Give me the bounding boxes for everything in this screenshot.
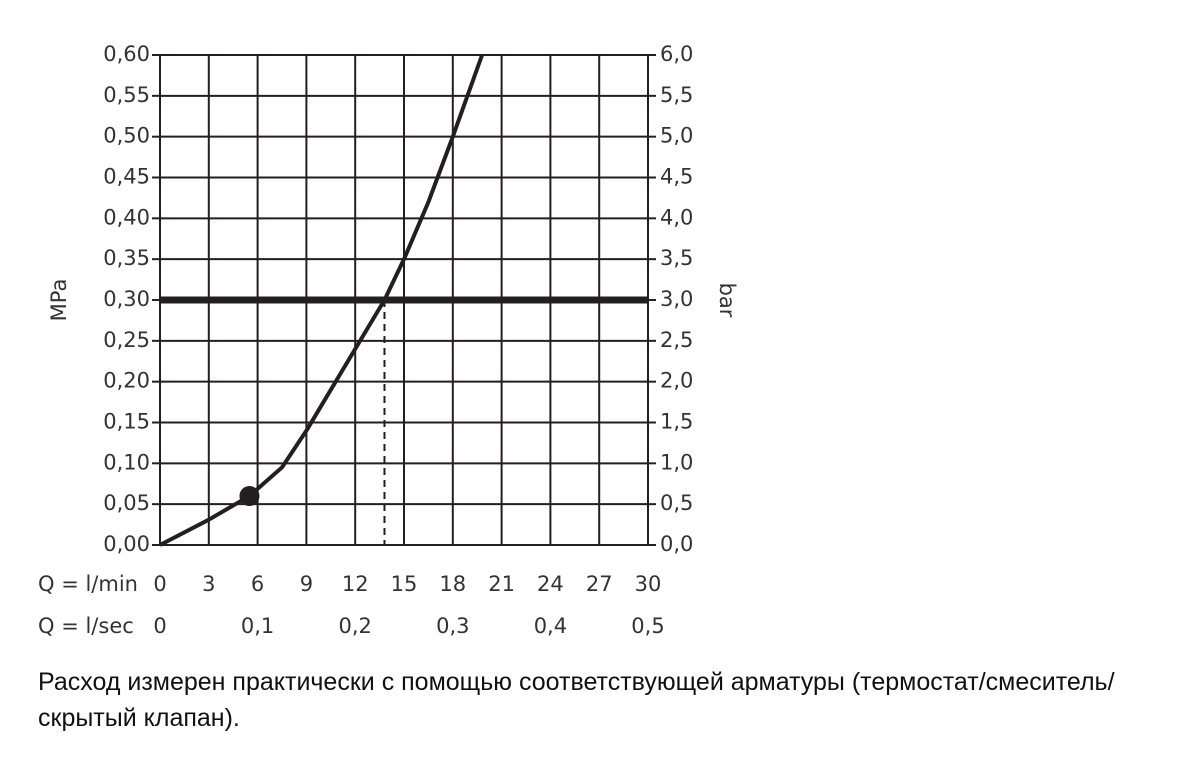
y2-tick-label: 3,5 <box>660 246 693 270</box>
y-tick-label: 0,30 <box>103 287 150 311</box>
y-tick-label: 0,15 <box>103 410 150 434</box>
x2-tick-label: 0,3 <box>436 614 469 638</box>
y2-tick-label: 5,0 <box>660 124 693 148</box>
x-axis-label: Q = l/min <box>38 572 138 596</box>
y-tick-label: 0,05 <box>103 491 150 515</box>
x2-tick-label: 0,1 <box>241 614 274 638</box>
y-tick-label: 0,20 <box>103 369 150 393</box>
x-tick-label: 21 <box>488 572 515 596</box>
note: Расход измерен практически с помощью соо… <box>38 668 1115 732</box>
y-tick-label: 0,00 <box>103 532 150 556</box>
x-tick-label: 15 <box>391 572 418 596</box>
y-tick-label: 0,10 <box>103 450 150 474</box>
y2-tick-label: 0,0 <box>660 532 693 556</box>
y-tick-label: 0,40 <box>103 205 150 229</box>
x-tick-label: 18 <box>439 572 466 596</box>
x-tick-label: 27 <box>586 572 613 596</box>
x2-tick-label: 0,2 <box>338 614 371 638</box>
x-tick-label: 6 <box>251 572 264 596</box>
chart: Q = l/min Q = l/sec MPa bar 0,000,050,10… <box>38 42 739 638</box>
y2-tick-label: 2,0 <box>660 369 693 393</box>
y-tick-label: 0,25 <box>103 328 150 352</box>
y-tick-label: 0,60 <box>103 42 150 66</box>
x-tick-label: 3 <box>202 572 215 596</box>
y-tick-label: 0,50 <box>103 124 150 148</box>
x2-tick-label: 0,4 <box>534 614 567 638</box>
y2-tick-label: 2,5 <box>660 328 693 352</box>
y2-tick-label: 6,0 <box>660 42 693 66</box>
y2-tick-label: 0,5 <box>660 491 693 515</box>
y-tick-label: 0,45 <box>103 165 150 189</box>
x2-tick-label: 0 <box>153 614 166 638</box>
x2-axis-label: Q = l/sec <box>38 614 134 638</box>
x-tick-label: 30 <box>635 572 662 596</box>
y-tick-label: 0,55 <box>103 83 150 107</box>
x-tick-label: 0 <box>153 572 166 596</box>
x-tick-label: 9 <box>300 572 313 596</box>
y2-tick-label: 3,0 <box>660 287 693 311</box>
marker <box>239 486 260 506</box>
y2-tick-label: 1,0 <box>660 450 693 474</box>
x2-tick-label: 0,5 <box>631 614 664 638</box>
x-tick-label: 12 <box>342 572 369 596</box>
y2-tick-label: 5,5 <box>660 83 693 107</box>
y-axis-label: MPa <box>47 279 71 322</box>
y2-axis-label: bar <box>715 283 739 318</box>
y2-tick-label: 4,0 <box>660 205 693 229</box>
y2-tick-label: 1,5 <box>660 410 693 434</box>
x-tick-label: 24 <box>537 572 564 596</box>
y2-tick-label: 4,5 <box>660 165 693 189</box>
y-tick-label: 0,35 <box>103 246 150 270</box>
